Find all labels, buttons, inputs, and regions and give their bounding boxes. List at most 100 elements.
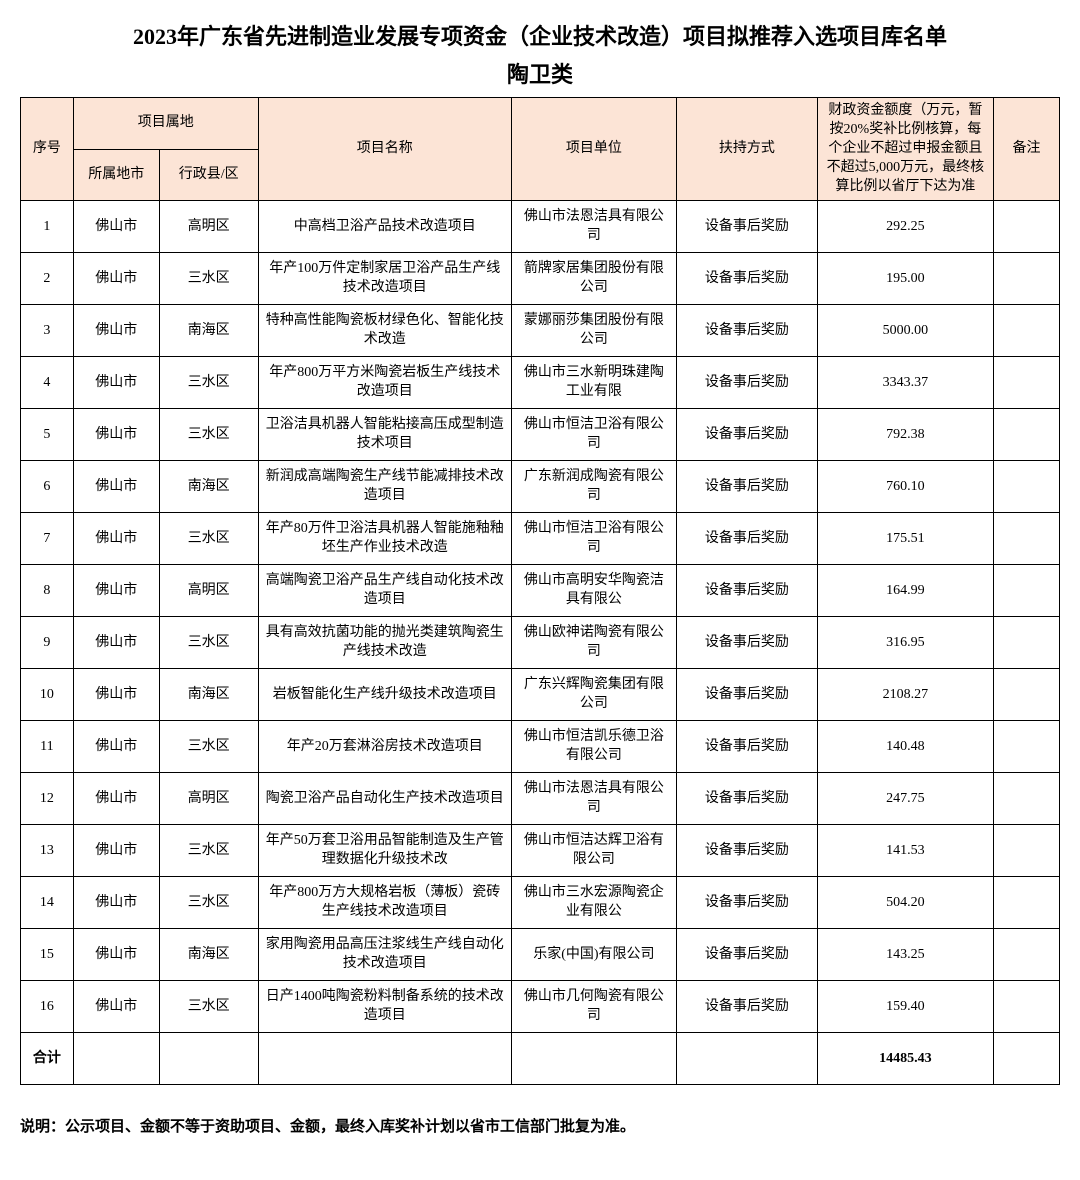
cell-remark: [993, 305, 1059, 357]
cell-amount: 316.95: [817, 617, 993, 669]
projects-table: 序号 项目属地 项目名称 项目单位 扶持方式 财政资金额度（万元，暂按20%奖补…: [20, 97, 1060, 1085]
cell-support: 设备事后奖励: [676, 357, 817, 409]
table-row: 16佛山市三水区日产1400吨陶瓷粉料制备系统的技术改造项目佛山市几何陶瓷有限公…: [21, 981, 1060, 1033]
cell-city: 佛山市: [73, 773, 159, 825]
cell-amount: 760.10: [817, 461, 993, 513]
cell-amount: 143.25: [817, 929, 993, 981]
cell-remark: [993, 721, 1059, 773]
header-project: 项目名称: [258, 98, 511, 201]
cell-remark: [993, 513, 1059, 565]
cell-support: 设备事后奖励: [676, 305, 817, 357]
cell-project: 年产50万套卫浴用品智能制造及生产管理数据化升级技术改: [258, 825, 511, 877]
cell-project: 岩板智能化生产线升级技术改造项目: [258, 669, 511, 721]
cell-seq: 5: [21, 409, 74, 461]
cell-district: 三水区: [159, 617, 258, 669]
cell-district: 南海区: [159, 305, 258, 357]
cell-remark: [993, 773, 1059, 825]
cell-support: 设备事后奖励: [676, 773, 817, 825]
cell-city: 佛山市: [73, 253, 159, 305]
cell-unit: 佛山市恒洁卫浴有限公司: [511, 513, 676, 565]
cell-amount: 159.40: [817, 981, 993, 1033]
cell-amount: 292.25: [817, 201, 993, 253]
cell-city: 佛山市: [73, 929, 159, 981]
cell-district: 三水区: [159, 253, 258, 305]
header-city: 所属地市: [73, 149, 159, 201]
cell-amount: 792.38: [817, 409, 993, 461]
cell-unit: 乐家(中国)有限公司: [511, 929, 676, 981]
cell-city: 佛山市: [73, 877, 159, 929]
cell-unit: 广东兴辉陶瓷集团有限公司: [511, 669, 676, 721]
total-row: 合计 14485.43: [21, 1033, 1060, 1085]
table-row: 15佛山市南海区家用陶瓷用品高压注浆线生产线自动化技术改造项目乐家(中国)有限公…: [21, 929, 1060, 981]
cell-project: 年产100万件定制家居卫浴产品生产线技术改造项目: [258, 253, 511, 305]
table-row: 12佛山市高明区陶瓷卫浴产品自动化生产技术改造项目佛山市法恩洁具有限公司设备事后…: [21, 773, 1060, 825]
cell-project: 特种高性能陶瓷板材绿色化、智能化技术改造: [258, 305, 511, 357]
cell-district: 高明区: [159, 565, 258, 617]
cell-city: 佛山市: [73, 409, 159, 461]
cell-city: 佛山市: [73, 669, 159, 721]
cell-remark: [993, 877, 1059, 929]
cell-unit: 广东新润成陶瓷有限公司: [511, 461, 676, 513]
cell-support: 设备事后奖励: [676, 721, 817, 773]
cell-district: 三水区: [159, 409, 258, 461]
cell-remark: [993, 253, 1059, 305]
cell-seq: 10: [21, 669, 74, 721]
cell-unit: 佛山市法恩洁具有限公司: [511, 773, 676, 825]
header-unit: 项目单位: [511, 98, 676, 201]
cell-seq: 15: [21, 929, 74, 981]
cell-seq: 4: [21, 357, 74, 409]
cell-remark: [993, 669, 1059, 721]
total-amount: 14485.43: [817, 1033, 993, 1085]
cell-support: 设备事后奖励: [676, 253, 817, 305]
table-row: 10佛山市南海区岩板智能化生产线升级技术改造项目广东兴辉陶瓷集团有限公司设备事后…: [21, 669, 1060, 721]
table-row: 2佛山市三水区年产100万件定制家居卫浴产品生产线技术改造项目箭牌家居集团股份有…: [21, 253, 1060, 305]
cell-amount: 141.53: [817, 825, 993, 877]
cell-unit: 蒙娜丽莎集团股份有限公司: [511, 305, 676, 357]
cell-district: 三水区: [159, 721, 258, 773]
cell-seq: 1: [21, 201, 74, 253]
cell-city: 佛山市: [73, 461, 159, 513]
cell-support: 设备事后奖励: [676, 513, 817, 565]
cell-support: 设备事后奖励: [676, 409, 817, 461]
total-empty: [73, 1033, 159, 1085]
cell-district: 三水区: [159, 357, 258, 409]
cell-amount: 504.20: [817, 877, 993, 929]
page-title: 2023年广东省先进制造业发展专项资金（企业技术改造）项目拟推荐入选项目库名单: [20, 20, 1060, 53]
cell-seq: 9: [21, 617, 74, 669]
cell-district: 三水区: [159, 981, 258, 1033]
cell-remark: [993, 409, 1059, 461]
cell-district: 南海区: [159, 669, 258, 721]
cell-unit: 佛山市恒洁达辉卫浴有限公司: [511, 825, 676, 877]
cell-project: 具有高效抗菌功能的抛光类建筑陶瓷生产线技术改造: [258, 617, 511, 669]
cell-city: 佛山市: [73, 721, 159, 773]
table-row: 13佛山市三水区年产50万套卫浴用品智能制造及生产管理数据化升级技术改佛山市恒洁…: [21, 825, 1060, 877]
table-row: 7佛山市三水区年产80万件卫浴洁具机器人智能施釉釉坯生产作业技术改造佛山市恒洁卫…: [21, 513, 1060, 565]
cell-district: 三水区: [159, 825, 258, 877]
header-remark: 备注: [993, 98, 1059, 201]
page-subtitle: 陶卫类: [20, 57, 1060, 89]
cell-amount: 2108.27: [817, 669, 993, 721]
total-empty: [676, 1033, 817, 1085]
cell-city: 佛山市: [73, 201, 159, 253]
cell-remark: [993, 929, 1059, 981]
cell-city: 佛山市: [73, 513, 159, 565]
cell-amount: 164.99: [817, 565, 993, 617]
cell-remark: [993, 981, 1059, 1033]
cell-support: 设备事后奖励: [676, 981, 817, 1033]
cell-remark: [993, 565, 1059, 617]
cell-seq: 14: [21, 877, 74, 929]
cell-project: 陶瓷卫浴产品自动化生产技术改造项目: [258, 773, 511, 825]
cell-project: 家用陶瓷用品高压注浆线生产线自动化技术改造项目: [258, 929, 511, 981]
cell-support: 设备事后奖励: [676, 617, 817, 669]
cell-support: 设备事后奖励: [676, 565, 817, 617]
cell-seq: 6: [21, 461, 74, 513]
cell-support: 设备事后奖励: [676, 929, 817, 981]
cell-project: 中高档卫浴产品技术改造项目: [258, 201, 511, 253]
cell-seq: 8: [21, 565, 74, 617]
cell-amount: 3343.37: [817, 357, 993, 409]
cell-project: 年产20万套淋浴房技术改造项目: [258, 721, 511, 773]
total-empty: [511, 1033, 676, 1085]
cell-seq: 3: [21, 305, 74, 357]
cell-city: 佛山市: [73, 617, 159, 669]
total-label: 合计: [21, 1033, 74, 1085]
